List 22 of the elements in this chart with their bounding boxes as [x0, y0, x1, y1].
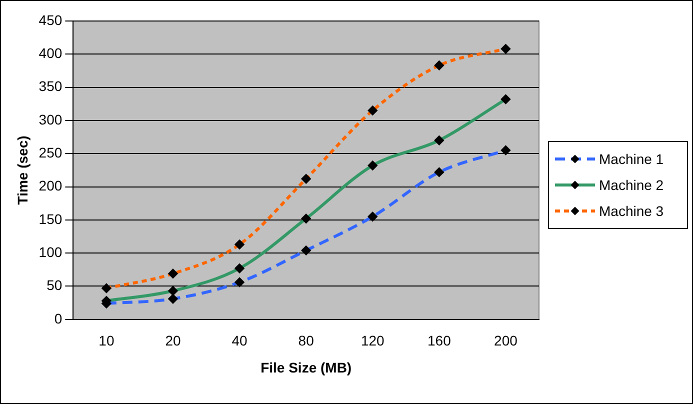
x-tick-label: 80 — [298, 332, 314, 349]
x-tick-label: 20 — [165, 332, 181, 349]
y-tick-label: 150 — [38, 210, 62, 227]
x-axis-title: File Size (MB) — [260, 359, 352, 376]
legend-label: Machine 1 — [599, 151, 664, 167]
y-tick-label: 250 — [38, 144, 62, 160]
legend-label: Machine 2 — [599, 177, 664, 193]
y-tick-label: 50 — [46, 277, 62, 294]
y-tick-label: 100 — [38, 244, 62, 260]
y-tick-label: 350 — [38, 78, 62, 94]
x-tick-label: 40 — [232, 332, 248, 349]
x-tick-label: 120 — [360, 332, 385, 349]
legend-label: Machine 3 — [599, 203, 664, 219]
x-tick-label: 200 — [494, 332, 518, 349]
y-tick-label: 200 — [38, 178, 62, 194]
y-tick-label: 450 — [38, 12, 62, 28]
y-tick-label: 0 — [54, 310, 62, 326]
y-tick-label: 400 — [38, 45, 62, 62]
y-axis-title: Time (sec) — [14, 136, 30, 205]
x-tick-label: 160 — [427, 332, 452, 349]
x-tick-label: 10 — [98, 332, 114, 349]
y-tick-label: 300 — [38, 111, 62, 128]
